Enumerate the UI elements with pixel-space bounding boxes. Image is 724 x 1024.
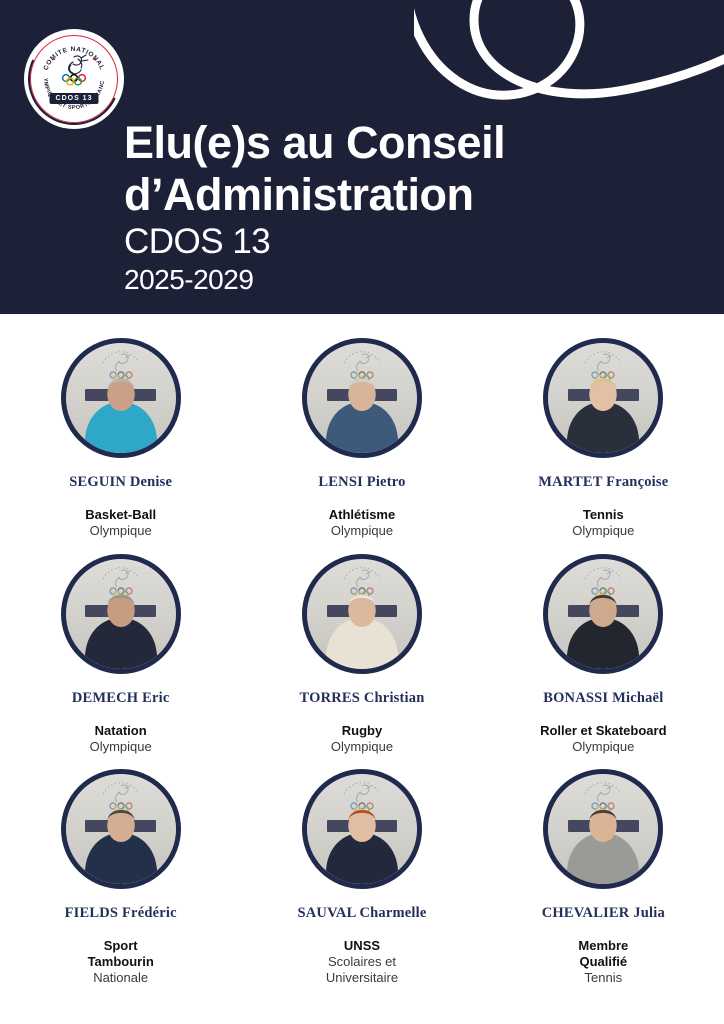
members-grid: SEGUIN Denise Basket-Ball Olympique LENSI P… <box>0 314 724 986</box>
member-role: Membre Qualifié Tennis <box>578 938 628 986</box>
member-photo <box>301 338 422 458</box>
member-card: DEMECH Eric Natation Olympique <box>0 539 241 755</box>
member-role-line: Rugby <box>341 723 383 738</box>
member-role-line: Athlétisme <box>328 507 396 522</box>
member-card: SAUVAL Charmelle UNSS Scolaires et Universi… <box>241 755 482 986</box>
member-name: FIELDS Frédéric <box>64 905 177 921</box>
member-name: BONASSI Michaël <box>543 690 664 706</box>
member-role: Basket-Ball Olympique <box>85 507 156 539</box>
member-card: LENSI Pietro Athlétisme Olympique <box>241 314 482 539</box>
member-role-sub-line: Olympique <box>572 523 635 538</box>
member-card: SEGUIN Denise Basket-Ball Olympique <box>0 314 241 539</box>
member-card: BONASSI Michaël Roller et Skateboard Olymp… <box>483 539 724 755</box>
member-photo <box>543 769 664 889</box>
member-role-line: Qualifié <box>579 954 628 969</box>
member-role-sub-line: Olympique <box>330 523 394 538</box>
member-role: Athlétisme Olympique <box>329 507 395 539</box>
member-card: CHEVALIER Julia Membre Qualifié Tennis <box>483 755 724 986</box>
title-block: Elu(e)s au Conseil d’Administration CDOS… <box>124 117 684 297</box>
member-role-line: Sport <box>103 938 138 953</box>
member-role-sub-line: Olympique <box>89 523 152 538</box>
member-name: SAUVAL Charmelle <box>297 905 427 921</box>
member-card: FIELDS Frédéric Sport Tambourin Nationale <box>0 755 241 986</box>
member-role: Tennis Olympique <box>572 507 634 539</box>
member-photo <box>543 338 664 458</box>
page-title-line1: Elu(e)s au Conseil <box>124 117 506 168</box>
member-role-sub-line: Olympique <box>572 739 635 754</box>
member-name: TORRES Christian <box>299 690 425 706</box>
members-row: FIELDS Frédéric Sport Tambourin Nationale SA… <box>0 755 724 986</box>
member-card: TORRES Christian Rugby Olympique <box>241 539 482 755</box>
member-card: MARTET Françoise Tennis Olympique <box>483 314 724 539</box>
member-role-sub-line: Olympique <box>89 739 152 754</box>
member-role: Rugby Olympique <box>331 723 393 755</box>
member-photo <box>301 554 422 674</box>
member-name: CHEVALIER Julia <box>541 905 665 921</box>
member-role-line: Tambourin <box>87 954 154 969</box>
member-role-line: Tennis <box>582 507 624 522</box>
member-role-line: Natation <box>94 723 147 738</box>
member-photo <box>543 554 664 674</box>
member-photo <box>301 769 422 889</box>
rooster-and-rings-icon: COMITE NATIONAL OLYMPIQUE ET SPORTIF FRA… <box>24 29 106 111</box>
member-role: Natation Olympique <box>90 723 152 755</box>
logo-red-ring <box>30 35 118 123</box>
member-role-line: Roller et Skateboard <box>540 723 667 738</box>
member-role-sub-line: Tennis <box>584 970 623 985</box>
member-name: LENSI Pietro <box>318 474 406 490</box>
member-role: Sport Tambourin Nationale <box>88 938 154 986</box>
svg-text:COMITE NATIONAL: COMITE NATIONAL <box>43 46 106 71</box>
member-role-line: Membre <box>578 938 629 953</box>
member-photo <box>60 554 181 674</box>
member-photo <box>60 338 181 458</box>
poster-header: COMITE NATIONAL OLYMPIQUE ET SPORTIF FRA… <box>0 0 724 314</box>
member-role: Roller et Skateboard Olympique <box>540 723 666 755</box>
member-role-sub-line: Nationale <box>93 970 149 985</box>
member-role-sub-line: Olympique <box>330 739 394 754</box>
member-role-line: Basket-Ball <box>85 507 157 522</box>
member-name: SEGUIN Denise <box>69 474 173 490</box>
member-name: MARTET Françoise <box>538 474 669 490</box>
member-role-line: UNSS <box>343 938 381 953</box>
page-title-line2: d’Administration <box>124 169 474 220</box>
member-role-sub-line: Universitaire <box>325 970 399 985</box>
logo-cdos13-tag: CDOS 13 <box>49 93 99 104</box>
member-name: DEMECH Eric <box>71 690 170 706</box>
page-subtitle: CDOS 13 <box>124 222 271 261</box>
member-role: UNSS Scolaires et Universitaire <box>326 938 398 986</box>
members-row: SEGUIN Denise Basket-Ball Olympique LENSI P… <box>0 314 724 539</box>
cnosf-logo: COMITE NATIONAL OLYMPIQUE ET SPORTIF FRA… <box>15 20 133 138</box>
page-years: 2025-2029 <box>124 264 254 295</box>
member-role-sub-line: Scolaires et <box>328 954 396 969</box>
member-photo <box>60 769 181 889</box>
members-row: DEMECH Eric Natation Olympique TORRES Chris… <box>0 539 724 755</box>
